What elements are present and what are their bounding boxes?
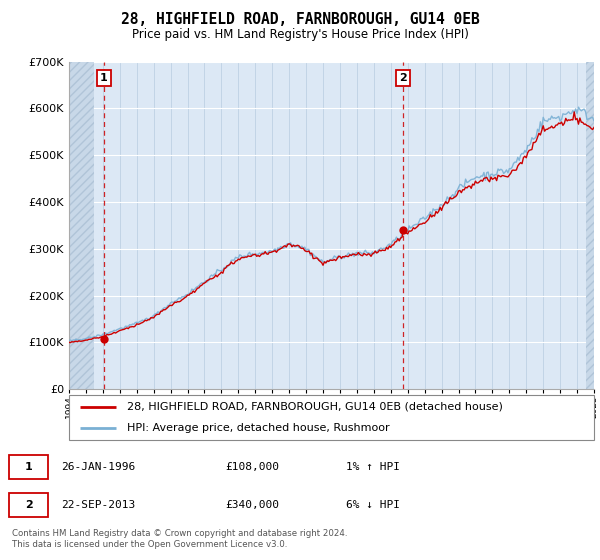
Text: 2: 2 [399,73,407,83]
Bar [69,62,94,389]
Bar [69,62,94,389]
FancyBboxPatch shape [9,455,48,479]
Text: 6% ↓ HPI: 6% ↓ HPI [346,500,400,510]
Bar [586,62,596,389]
Text: 22-SEP-2013: 22-SEP-2013 [61,500,135,510]
Text: 28, HIGHFIELD ROAD, FARNBOROUGH, GU14 0EB: 28, HIGHFIELD ROAD, FARNBOROUGH, GU14 0E… [121,12,479,27]
FancyBboxPatch shape [69,395,594,440]
Text: Price paid vs. HM Land Registry's House Price Index (HPI): Price paid vs. HM Land Registry's House … [131,28,469,41]
Text: HPI: Average price, detached house, Rushmoor: HPI: Average price, detached house, Rush… [127,422,389,432]
Text: £108,000: £108,000 [225,462,279,472]
Text: 26-JAN-1996: 26-JAN-1996 [61,462,135,472]
Text: 28, HIGHFIELD ROAD, FARNBOROUGH, GU14 0EB (detached house): 28, HIGHFIELD ROAD, FARNBOROUGH, GU14 0E… [127,402,503,412]
FancyBboxPatch shape [9,493,48,517]
Text: Contains HM Land Registry data © Crown copyright and database right 2024.
This d: Contains HM Land Registry data © Crown c… [12,529,347,549]
Text: 2: 2 [25,500,32,510]
Text: 1% ↑ HPI: 1% ↑ HPI [346,462,400,472]
Text: 1: 1 [25,462,32,472]
Text: 1: 1 [100,73,108,83]
Text: £340,000: £340,000 [225,500,279,510]
